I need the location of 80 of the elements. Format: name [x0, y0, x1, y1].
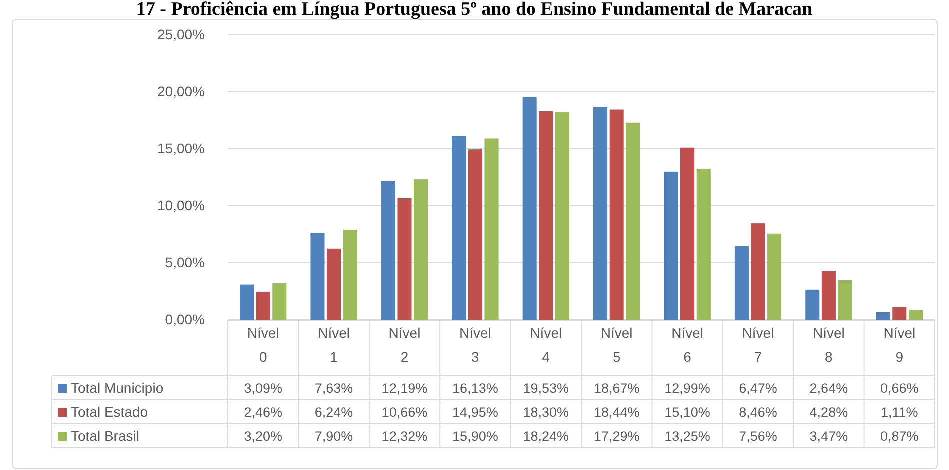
x-tick-label: Nível 5: [600, 325, 633, 365]
legend-label: Total Estado: [71, 404, 148, 420]
bar: [680, 148, 695, 320]
x-tick-label: Nível 8: [812, 325, 845, 365]
bar: [806, 290, 820, 320]
x-tick-label: Nível 4: [530, 325, 562, 365]
data-label: 17,29%: [594, 429, 640, 444]
bar: [468, 150, 482, 320]
data-label: 7,63%: [314, 381, 354, 396]
y-tick-label: 25,00%: [158, 26, 205, 42]
data-label: 12,19%: [382, 381, 428, 396]
bar: [484, 138, 499, 320]
x-tick-label: Nível 1: [318, 325, 350, 365]
data-label: 6,47%: [739, 381, 778, 396]
legend-label: Total Brasil: [71, 428, 140, 444]
y-tick-label: 15,00%: [158, 140, 205, 156]
data-label: 13,25%: [664, 429, 710, 444]
data-label: 3,09%: [244, 381, 282, 396]
bar: [555, 112, 570, 320]
bar: [626, 122, 640, 320]
y-tick-label: 20,00%: [158, 83, 205, 100]
bar: [664, 172, 678, 320]
bar: [734, 246, 749, 320]
data-label: 0,66%: [880, 381, 919, 396]
data-label: 18,24%: [523, 429, 570, 444]
data-label: 18,30%: [523, 405, 570, 420]
data-label: 1,11%: [881, 405, 918, 420]
data-label: 3,20%: [244, 429, 282, 444]
x-tick-label: Nível 9: [884, 325, 916, 365]
data-label: 8,46%: [739, 405, 778, 420]
data-label: 18,67%: [594, 381, 640, 396]
bar: [610, 110, 624, 320]
bar: [594, 107, 608, 320]
data-label: 12,32%: [382, 429, 428, 444]
bar: [696, 168, 711, 320]
bar: [522, 97, 537, 320]
data-label: 12,99%: [664, 381, 710, 396]
data-label: 2,46%: [244, 405, 282, 420]
bar: [256, 292, 270, 320]
bar: [343, 230, 358, 320]
bar: [822, 271, 836, 320]
y-tick-label: 5,00%: [165, 254, 205, 270]
bar: [892, 307, 907, 320]
data-label: 6,24%: [314, 405, 354, 420]
legend-label: Total Municipio: [71, 380, 164, 396]
data-label: 7,90%: [314, 429, 354, 444]
bar: [768, 234, 782, 320]
bar: [272, 284, 287, 320]
data-label: 19,53%: [523, 381, 570, 396]
data-label: 15,90%: [452, 429, 498, 444]
x-tick-label: Nível 2: [388, 325, 421, 365]
bar: [876, 312, 890, 320]
x-tick-label: Nível 0: [247, 325, 280, 365]
data-label: 3,47%: [810, 429, 848, 444]
data-label: 0,87%: [880, 429, 919, 444]
bar: [327, 248, 342, 320]
bar: [751, 224, 766, 320]
x-tick-label: Nível 3: [459, 325, 492, 365]
y-tick-label: 10,00%: [158, 197, 205, 214]
data-label: 10,66%: [382, 405, 428, 420]
bar: [398, 198, 412, 320]
bar: [310, 233, 325, 320]
data-label: 15,10%: [664, 405, 710, 420]
bar: [452, 136, 466, 320]
data-label: 18,44%: [594, 405, 640, 420]
bar: [539, 111, 554, 320]
bar: [381, 181, 396, 320]
y-tick-label: 0,00%: [165, 311, 205, 328]
bar: [838, 280, 852, 320]
data-label: 7,56%: [739, 429, 778, 444]
chart-title: 17 - Proficiência em Língua Portuguesa 5º ano do Ensino Fundamental de Maracan: [136, 0, 814, 20]
data-label: 4,28%: [810, 405, 848, 420]
data-label: 16,13%: [452, 381, 498, 396]
bar: [908, 310, 923, 320]
data-label: 14,95%: [452, 405, 498, 420]
bar: [414, 180, 428, 320]
data-label: 2,64%: [810, 381, 848, 396]
bar: [240, 284, 254, 320]
x-tick-label: Nível 7: [742, 325, 774, 365]
x-tick-label: Nível 6: [672, 325, 704, 365]
